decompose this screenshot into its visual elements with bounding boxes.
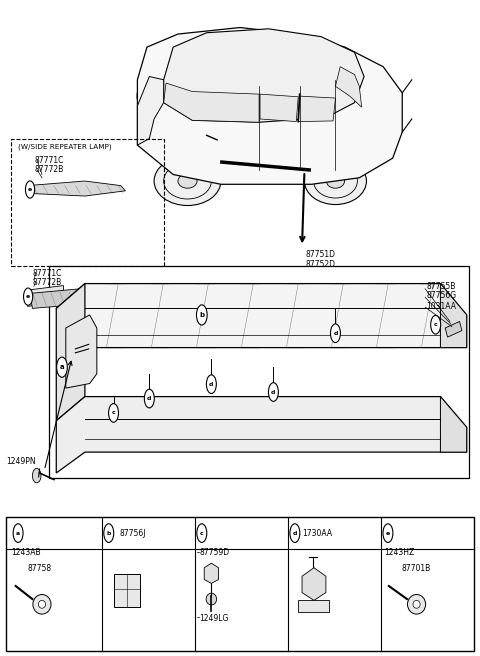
Text: e: e bbox=[26, 294, 30, 299]
Ellipse shape bbox=[24, 288, 33, 305]
Polygon shape bbox=[30, 287, 102, 308]
Text: 87759D: 87759D bbox=[199, 548, 229, 556]
Polygon shape bbox=[28, 181, 125, 196]
Text: e: e bbox=[28, 187, 32, 192]
Text: 87772B: 87772B bbox=[32, 278, 61, 287]
Polygon shape bbox=[164, 83, 259, 122]
Text: c: c bbox=[112, 411, 115, 415]
Polygon shape bbox=[56, 283, 467, 348]
Ellipse shape bbox=[144, 389, 154, 408]
Text: 87755B: 87755B bbox=[426, 281, 456, 291]
Text: a: a bbox=[60, 364, 64, 370]
Text: d: d bbox=[293, 531, 297, 535]
Text: 87751D: 87751D bbox=[306, 250, 336, 258]
Ellipse shape bbox=[108, 403, 119, 422]
Ellipse shape bbox=[25, 181, 35, 198]
Ellipse shape bbox=[431, 316, 441, 334]
Polygon shape bbox=[298, 96, 336, 121]
Text: d: d bbox=[147, 396, 152, 401]
Text: d: d bbox=[271, 390, 276, 394]
Polygon shape bbox=[28, 285, 63, 306]
Ellipse shape bbox=[290, 523, 300, 543]
Polygon shape bbox=[302, 567, 326, 600]
Polygon shape bbox=[204, 563, 218, 583]
Text: 87752D: 87752D bbox=[306, 260, 336, 269]
Ellipse shape bbox=[104, 523, 114, 543]
Ellipse shape bbox=[206, 593, 216, 605]
Polygon shape bbox=[336, 67, 362, 107]
Polygon shape bbox=[137, 77, 164, 145]
Ellipse shape bbox=[137, 87, 147, 106]
Ellipse shape bbox=[383, 523, 393, 543]
Text: 87756J: 87756J bbox=[120, 529, 146, 538]
Text: 1243HZ: 1243HZ bbox=[384, 548, 415, 556]
Text: 87771C: 87771C bbox=[35, 155, 64, 165]
Ellipse shape bbox=[197, 523, 207, 543]
Polygon shape bbox=[137, 28, 402, 184]
Ellipse shape bbox=[69, 344, 77, 357]
Ellipse shape bbox=[38, 600, 46, 608]
Text: 87771C: 87771C bbox=[32, 268, 61, 277]
Text: (W/SIDE REPEATER LAMP): (W/SIDE REPEATER LAMP) bbox=[18, 143, 112, 150]
Text: 87701B: 87701B bbox=[401, 564, 431, 573]
Polygon shape bbox=[441, 283, 467, 348]
Ellipse shape bbox=[331, 324, 340, 342]
Ellipse shape bbox=[13, 523, 23, 543]
Text: 1730AA: 1730AA bbox=[302, 529, 332, 538]
Text: 1249LG: 1249LG bbox=[199, 614, 229, 623]
Text: c: c bbox=[200, 531, 204, 535]
Ellipse shape bbox=[304, 157, 366, 205]
Text: e: e bbox=[386, 531, 390, 535]
Bar bbox=[114, 574, 140, 607]
Ellipse shape bbox=[196, 305, 207, 325]
Ellipse shape bbox=[33, 594, 51, 614]
Text: 87756G: 87756G bbox=[426, 291, 456, 300]
Polygon shape bbox=[164, 29, 364, 122]
Ellipse shape bbox=[178, 174, 197, 188]
Bar bbox=[298, 600, 329, 612]
Text: c: c bbox=[434, 322, 438, 327]
Ellipse shape bbox=[326, 174, 345, 188]
Text: 87758: 87758 bbox=[28, 564, 52, 573]
Ellipse shape bbox=[268, 382, 278, 401]
Text: a: a bbox=[16, 531, 20, 535]
Text: 1249PN: 1249PN bbox=[6, 457, 36, 466]
Text: 1243AB: 1243AB bbox=[11, 548, 40, 556]
Polygon shape bbox=[66, 315, 97, 388]
Bar bbox=[6, 518, 474, 651]
Polygon shape bbox=[260, 94, 298, 121]
Text: 87772B: 87772B bbox=[35, 165, 64, 174]
Text: d: d bbox=[333, 331, 337, 336]
Text: b: b bbox=[199, 312, 204, 318]
Text: 1031AA: 1031AA bbox=[426, 302, 456, 311]
Polygon shape bbox=[445, 321, 462, 337]
Text: b: b bbox=[107, 531, 111, 535]
Polygon shape bbox=[56, 283, 85, 420]
Ellipse shape bbox=[408, 594, 426, 614]
Ellipse shape bbox=[206, 375, 216, 394]
Ellipse shape bbox=[33, 468, 41, 483]
Ellipse shape bbox=[57, 357, 67, 377]
Ellipse shape bbox=[154, 157, 221, 205]
Text: d: d bbox=[209, 382, 214, 386]
Ellipse shape bbox=[413, 600, 420, 608]
Polygon shape bbox=[56, 397, 467, 473]
Polygon shape bbox=[441, 397, 467, 452]
